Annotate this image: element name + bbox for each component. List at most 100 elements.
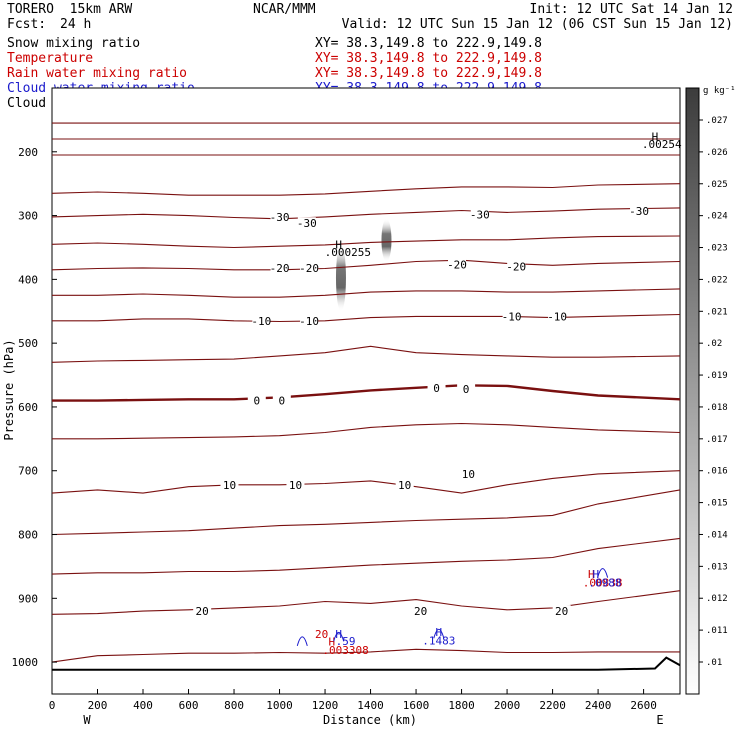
extremum-label: 20 bbox=[315, 628, 328, 641]
temperature-contour bbox=[51, 489, 681, 536]
contour-label: -30 bbox=[470, 208, 490, 221]
contour-label: 20 bbox=[555, 605, 568, 618]
x-tick-label: 400 bbox=[133, 699, 153, 712]
y-tick-label: 700 bbox=[18, 465, 38, 478]
cloud-water-contour bbox=[296, 636, 308, 646]
colorbar-tick-label: .024 bbox=[706, 212, 728, 222]
y-axis-title: Pressure (hPa) bbox=[2, 339, 16, 440]
contour-label-bg bbox=[630, 205, 649, 218]
extremum-label: H bbox=[652, 130, 659, 143]
colorbar-tick-label: .023 bbox=[706, 244, 728, 254]
contour-label: 10 bbox=[398, 479, 411, 492]
x-tick-label: 2400 bbox=[585, 699, 612, 712]
contour-label-bg bbox=[270, 261, 289, 274]
x-tick-label: 1400 bbox=[357, 699, 384, 712]
temperature-contour bbox=[51, 235, 681, 249]
y-tick-label: 500 bbox=[18, 337, 38, 350]
cloud-water-contour bbox=[597, 568, 609, 578]
y-tick-label: 800 bbox=[18, 529, 38, 542]
contour-label: -30 bbox=[270, 211, 290, 224]
y-tick-label: 300 bbox=[18, 210, 38, 223]
extremum-label: H bbox=[435, 626, 442, 639]
y-tick-label: 200 bbox=[18, 146, 38, 159]
contour-label-bg bbox=[457, 383, 476, 396]
contour-label-bg bbox=[220, 478, 239, 491]
temperature-contour bbox=[51, 470, 681, 494]
colorbar-ticks: .01 .011 .012 .013 .014 .015 .016 .017 .018 .019.… bbox=[699, 116, 728, 668]
contour-label: 20 bbox=[414, 605, 427, 618]
contour-label: 0 bbox=[278, 395, 285, 408]
header: TORERO 15km ARW NCAR/MMM Init: 12 UTC Sa… bbox=[7, 2, 733, 32]
contour-label-bg bbox=[193, 605, 212, 618]
cloud-water-contour bbox=[433, 628, 445, 639]
contour-label: -10 bbox=[547, 310, 567, 323]
extremum-label: H bbox=[335, 628, 342, 641]
y-tick-label: 1000 bbox=[12, 656, 39, 669]
y-tick-label: 900 bbox=[18, 592, 38, 605]
colorbar-tick-label: .013 bbox=[706, 562, 728, 572]
contour-label: -20 bbox=[299, 262, 319, 275]
temperature-contour bbox=[51, 648, 680, 663]
temperature-contour bbox=[52, 422, 681, 440]
x-tick-label: 0 bbox=[49, 699, 56, 712]
cloud-water-contour bbox=[333, 631, 345, 642]
x-tick-label: 2200 bbox=[539, 699, 566, 712]
contour-label-bg bbox=[448, 258, 467, 271]
extremum-label: H bbox=[329, 636, 336, 649]
contour-label: -20 bbox=[447, 259, 467, 272]
contour-label: -10 bbox=[251, 315, 271, 328]
y-tick-label: 600 bbox=[18, 401, 38, 414]
colorbar-tick-label: .019 bbox=[706, 371, 728, 381]
colorbar-tick-label: .017 bbox=[706, 435, 728, 445]
contour-label: 10 bbox=[462, 468, 475, 481]
contour-label-bg bbox=[507, 260, 526, 273]
contour-label-bg bbox=[272, 394, 291, 407]
x-tick-label: 2600 bbox=[630, 699, 657, 712]
x-tick-label: 200 bbox=[88, 699, 108, 712]
cloud-ice-patch bbox=[381, 218, 392, 262]
extremum-label: .00254 bbox=[642, 138, 682, 151]
x-tick-label: 2000 bbox=[494, 699, 521, 712]
contour-label: 20 bbox=[196, 605, 209, 618]
extremum-label: .0988 bbox=[588, 576, 621, 589]
axes: 0 200 400 600 800 1000 1200 1400 1600 1800 2000 220… bbox=[12, 146, 657, 712]
contour-label-bg bbox=[427, 381, 446, 394]
contour-label: 0 bbox=[433, 382, 440, 395]
field-xy-range: XY= 38.3,149.8 to 222.9,149.8 bbox=[315, 66, 542, 81]
contour-label: 0 bbox=[463, 383, 470, 396]
contour-label-bg bbox=[552, 605, 571, 618]
colorbar-tick-label: .012 bbox=[706, 594, 728, 604]
temperature-contour bbox=[51, 207, 681, 220]
init-time: Init: 12 UTC Sat 14 Jan 12 bbox=[530, 2, 734, 17]
temperature-contour bbox=[51, 259, 681, 271]
extremum-label: H bbox=[588, 568, 595, 581]
x-tick-label: 1800 bbox=[448, 699, 475, 712]
extremum-label: .000255 bbox=[325, 246, 371, 259]
field-name: Snow mixing ratio bbox=[7, 36, 140, 51]
west-label: W bbox=[83, 713, 91, 727]
field-xy-range: XY= 38.3,149.8 to 222.9,149.8 bbox=[315, 36, 542, 51]
contour-label-bg bbox=[247, 394, 266, 407]
contour-label: -10 bbox=[299, 315, 319, 328]
x-tick-label: 800 bbox=[224, 699, 244, 712]
contour-label-bg bbox=[411, 605, 430, 618]
colorbar-tick-label: .021 bbox=[706, 307, 728, 317]
contour-label-bg bbox=[252, 314, 271, 327]
colorbar-tick-label: .025 bbox=[706, 180, 728, 190]
extremum-label: .59 bbox=[336, 635, 356, 648]
x-tick-label: 1600 bbox=[403, 699, 430, 712]
colorbar-tick-label: .011 bbox=[706, 626, 728, 636]
contour-label-bg bbox=[300, 261, 319, 274]
contour-label-bg bbox=[395, 478, 414, 491]
y-tick-label: 400 bbox=[18, 273, 38, 286]
contour-label-bg bbox=[502, 310, 521, 323]
model-title: TORERO 15km ARW bbox=[7, 2, 132, 17]
extremum-label: .00838 bbox=[583, 576, 623, 589]
extremum-label: .003308 bbox=[322, 644, 368, 657]
contour-label-bg bbox=[300, 314, 319, 327]
contour-label: -20 bbox=[506, 261, 526, 274]
colorbar-unit: g kg⁻¹ bbox=[703, 86, 736, 96]
field-name: Temperature bbox=[7, 51, 93, 66]
contour-label: -20 bbox=[270, 262, 290, 275]
